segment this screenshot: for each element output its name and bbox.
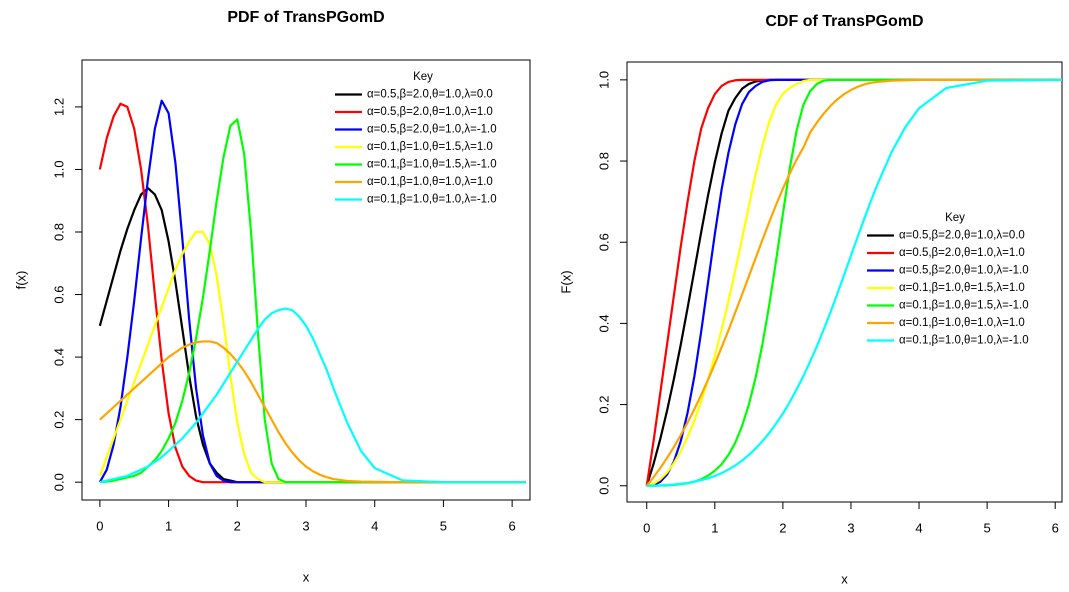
y-tick-label: 0.4: [596, 314, 611, 332]
x-axis-label: x: [841, 571, 848, 586]
x-tick-label: 3: [847, 520, 854, 535]
y-tick-label: 0.4: [51, 348, 66, 366]
legend-label: α=0.1,β=1.0,θ=1.5,λ=1.0: [899, 282, 1025, 294]
x-tick-label: 6: [509, 518, 516, 533]
y-tick-label: 0.0: [51, 473, 66, 491]
x-tick-label: 5: [440, 518, 447, 533]
y-tick-label: 1.2: [51, 98, 66, 116]
legend-title: Key: [413, 71, 433, 83]
y-tick-label: 0.2: [51, 411, 66, 429]
plot-frame: [626, 61, 1063, 503]
legend-title: Key: [945, 212, 965, 224]
y-tick-label: 0.0: [596, 477, 611, 495]
series-line: [99, 307, 526, 484]
x-tick-label: 5: [984, 520, 991, 535]
series-line: [98, 230, 526, 484]
y-tick-label: 0.8: [596, 152, 611, 170]
x-tick-label: 0: [96, 518, 103, 533]
y-tick-label: 0.8: [51, 223, 66, 241]
plot-area: [98, 99, 526, 484]
series-line: [646, 78, 1062, 487]
x-axis-label: x: [303, 569, 310, 584]
y-tick-label: 1.0: [51, 160, 66, 178]
chart-title: CDF of TransPGomD: [765, 13, 923, 30]
legend-label: α=0.1,β=1.0,θ=1.0,λ=1.0: [367, 176, 493, 188]
legend-label: α=0.5,β=2.0,θ=1.0,λ=-1.0: [367, 124, 497, 136]
y-tick-label: 0.2: [596, 396, 611, 414]
chart-panel: CDF of TransPGomD x F(x) 0 1 2 3 4 5 6 0.0 0.2 0.4 0.…: [558, 13, 1063, 586]
x-tick-label: 3: [302, 518, 309, 533]
x-tick-label: 6: [1052, 520, 1059, 535]
x-tick-label: 4: [915, 520, 922, 535]
y-tick-label: 0.6: [596, 233, 611, 251]
series-line: [645, 78, 1062, 487]
x-tick-label: 2: [779, 520, 786, 535]
chart-title: PDF of TransPGomD: [227, 9, 384, 26]
x-tick-label: 0: [643, 520, 650, 535]
legend-label: α=0.5,β=2.0,θ=1.0,λ=1.0: [367, 106, 493, 118]
legend-label: α=0.5,β=2.0,θ=1.0,λ=-1.0: [899, 265, 1029, 277]
legend-label: α=0.1,β=1.0,θ=1.0,λ=-1.0: [899, 335, 1029, 347]
plot-area: [645, 78, 1062, 487]
series-line: [98, 187, 526, 484]
x-tick-label: 2: [234, 518, 241, 533]
x-tick-label: 1: [165, 518, 172, 533]
y-axis-label: f(x): [13, 271, 28, 290]
legend-label: α=0.1,β=1.0,θ=1.5,λ=-1.0: [367, 159, 497, 171]
legend: Key α=0.5,β=2.0,θ=1.0,λ=0.0 α=0.5,β=2.0,θ=…: [867, 212, 1029, 347]
legend-label: α=0.5,β=2.0,θ=1.0,λ=0.0: [367, 89, 493, 101]
x-tick-label: 1: [711, 520, 718, 535]
series-line: [99, 340, 526, 484]
y-tick-label: 0.6: [51, 286, 66, 304]
legend-label: α=0.1,β=1.0,θ=1.0,λ=1.0: [899, 317, 1025, 329]
legend-label: α=0.1,β=1.0,θ=1.5,λ=1.0: [367, 141, 493, 153]
legend-label: α=0.1,β=1.0,θ=1.5,λ=-1.0: [899, 300, 1029, 312]
chart-panel: PDF of TransPGomD x f(x) 0 1 2 3 4 5 6 0.0 0.2 0.4 0.…: [13, 9, 531, 584]
legend-label: α=0.5,β=2.0,θ=1.0,λ=1.0: [899, 247, 1025, 259]
x-tick-label: 4: [371, 518, 378, 533]
legend: Key α=0.5,β=2.0,θ=1.0,λ=0.0 α=0.5,β=2.0,θ=…: [335, 71, 497, 206]
y-tick-label: 1.0: [596, 71, 611, 89]
legend-label: α=0.1,β=1.0,θ=1.0,λ=-1.0: [367, 194, 497, 206]
legend-label: α=0.5,β=2.0,θ=1.0,λ=0.0: [899, 230, 1025, 242]
y-axis-label: F(x): [558, 270, 573, 293]
